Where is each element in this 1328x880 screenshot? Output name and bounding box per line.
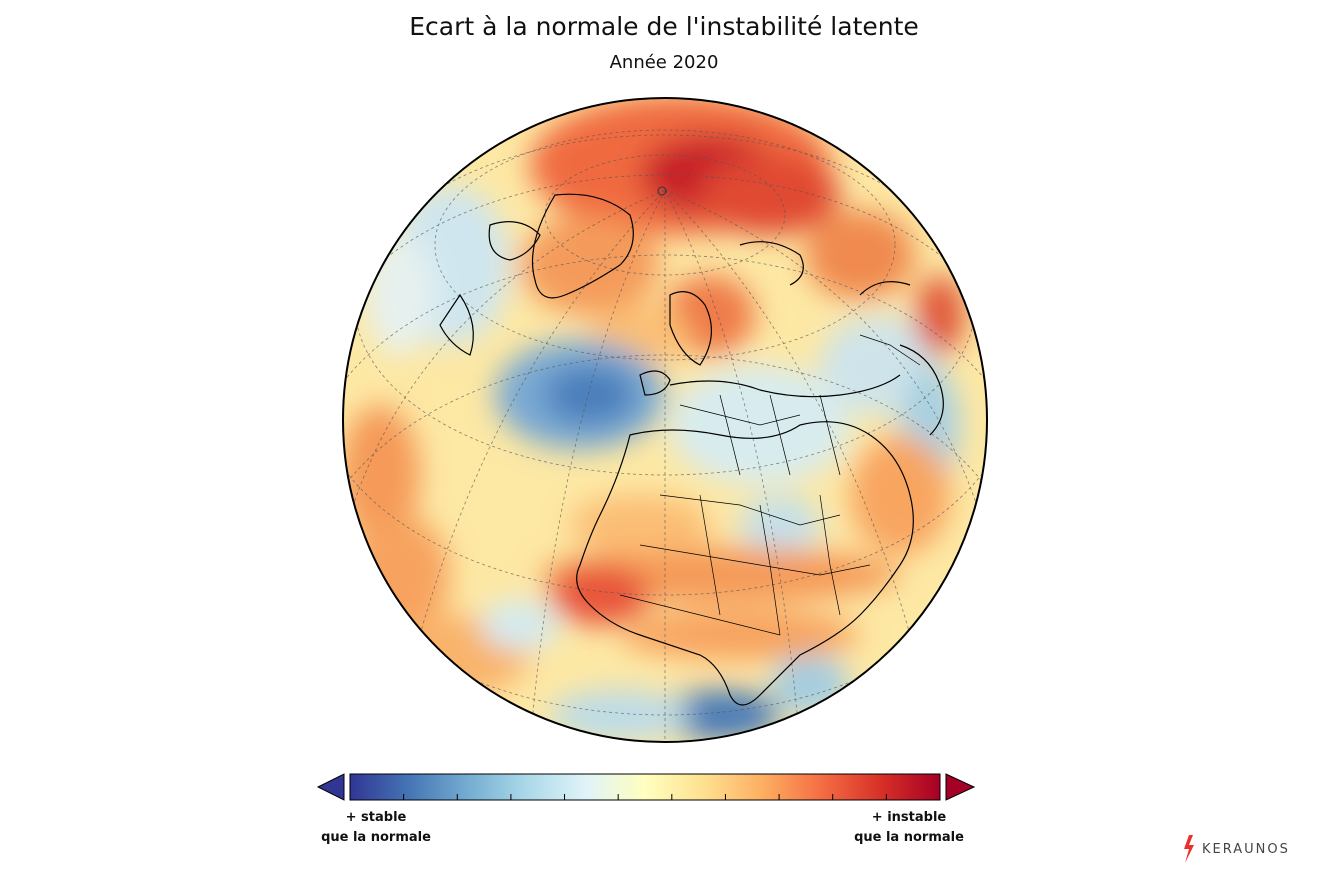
borders	[619, 334, 921, 636]
lightning-icon	[1184, 835, 1194, 863]
colorbar-unstable-line-2: que la normale	[854, 830, 964, 845]
colorbar-stable-line-2: que la normale	[321, 830, 431, 845]
colorbar-unstable-line-1: + instable	[871, 810, 947, 825]
coastlines	[439, 193, 944, 706]
colorbar-stable-line-1: + stable	[345, 810, 407, 825]
colorbar	[314, 768, 978, 808]
colorbar-stable-label: + stable que la normale	[312, 808, 440, 848]
colorbar-gradient-bar	[349, 773, 941, 801]
colorbar-max-arrow	[945, 773, 976, 801]
map-subtitle: Année 2020	[609, 52, 719, 73]
globe-map	[340, 95, 990, 745]
logo-text: KERAUNOS	[1202, 841, 1290, 857]
colorbar-ticks	[403, 794, 887, 800]
colorbar-min-arrow	[316, 773, 345, 801]
globe-outline	[342, 97, 988, 743]
keraunos-logo: KERAUNOS	[1182, 834, 1290, 864]
colorbar-unstable-label: + instable que la normale	[842, 808, 976, 848]
graticule	[343, 129, 987, 742]
north-pole-marker	[657, 186, 667, 196]
colorbar-svg	[316, 773, 976, 801]
map-title: Ecart à la normale de l'instabilité late…	[409, 12, 919, 41]
globe-svg	[342, 97, 988, 743]
